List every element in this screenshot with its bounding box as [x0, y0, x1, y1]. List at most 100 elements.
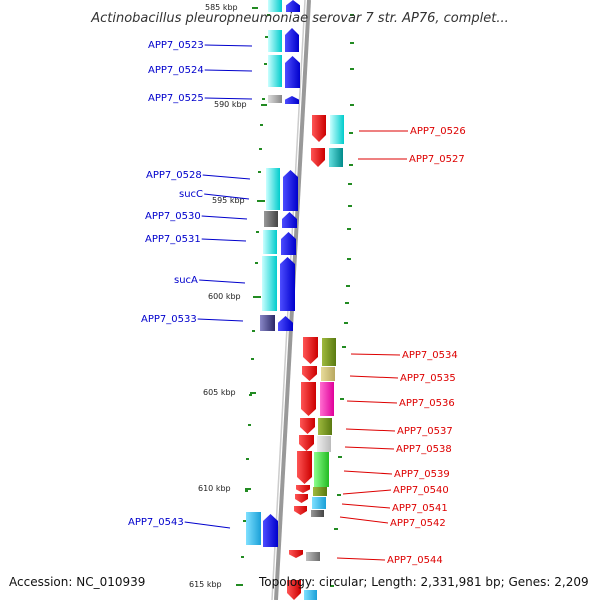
forward-gene-block[interactable]	[260, 315, 275, 331]
tick-mark	[350, 68, 354, 70]
forward-gene-block[interactable]	[262, 256, 277, 311]
reverse-gene-block[interactable]	[322, 338, 336, 366]
gene-label-forward[interactable]: APP7_0543	[128, 517, 184, 528]
gene-label-reverse[interactable]: APP7_0539	[394, 469, 450, 480]
ruler-label: 605 kbp	[203, 388, 236, 397]
gene-label-forward[interactable]: sucA	[174, 275, 198, 286]
reverse-gene-arrow[interactable]	[311, 148, 325, 167]
forward-gene-arrow[interactable]	[285, 28, 299, 52]
forward-gene-block[interactable]	[268, 30, 282, 52]
gene-label-reverse[interactable]: APP7_0541	[392, 503, 448, 514]
reverse-gene-block[interactable]	[314, 452, 329, 487]
tick-marks	[240, 14, 354, 587]
reverse-gene-arrow[interactable]	[287, 580, 301, 600]
reverse-gene-arrow[interactable]	[302, 366, 317, 381]
label-leader-line	[346, 400, 398, 404]
forward-gene-block[interactable]	[246, 512, 261, 545]
reverse-gene-block[interactable]	[317, 436, 331, 452]
tick-mark	[265, 36, 268, 38]
forward-gene-block[interactable]	[264, 211, 278, 227]
tick-mark	[259, 148, 262, 150]
tick-mark	[241, 556, 244, 558]
tick-mark	[267, 14, 270, 16]
tick-mark	[249, 394, 252, 396]
gene-label-reverse[interactable]: APP7_0527	[409, 154, 465, 165]
forward-gene-arrow[interactable]	[283, 170, 298, 211]
ruler-tick	[250, 392, 256, 394]
tick-mark	[349, 164, 353, 166]
label-leader-line	[344, 446, 395, 450]
forward-gene-arrow[interactable]	[282, 212, 297, 228]
ruler-label: 610 kbp	[198, 484, 231, 493]
forward-gene-block[interactable]	[263, 230, 277, 254]
label-leader-line	[345, 428, 396, 432]
gene-label-forward[interactable]: APP7_0524	[148, 65, 204, 76]
ruler-label: 615 kbp	[189, 580, 222, 589]
reverse-gene-block[interactable]	[311, 510, 324, 517]
gene-label-reverse[interactable]: APP7_0526	[410, 126, 466, 137]
label-leader-line	[204, 44, 253, 47]
forward-gene-block[interactable]	[266, 168, 280, 210]
forward-gene-block[interactable]	[268, 55, 282, 87]
label-leader-line	[204, 69, 253, 72]
gene-label-reverse[interactable]: APP7_0534	[402, 350, 458, 361]
gene-label-reverse[interactable]: APP7_0544	[387, 555, 443, 566]
reverse-gene-block[interactable]	[306, 552, 320, 561]
forward-gene-arrow[interactable]	[263, 514, 278, 547]
ruler-tick	[259, 200, 265, 202]
reverse-gene-arrow[interactable]	[303, 337, 318, 364]
gene-label-reverse[interactable]: APP7_0535	[400, 373, 456, 384]
label-leader-line	[197, 318, 244, 322]
reverse-gene-arrow[interactable]	[301, 382, 316, 416]
gene-label-reverse[interactable]: APP7_0538	[396, 444, 452, 455]
forward-gene-arrow[interactable]	[281, 232, 296, 255]
gene-label-forward[interactable]: APP7_0523	[148, 40, 204, 51]
tick-mark	[344, 322, 348, 324]
reverse-gene-block[interactable]	[321, 367, 335, 381]
forward-gene-block[interactable]	[268, 95, 282, 103]
reverse-gene-arrow[interactable]	[295, 494, 308, 503]
reverse-gene-block[interactable]	[304, 590, 317, 600]
tick-mark	[257, 200, 260, 202]
reverse-gene-block[interactable]	[318, 418, 332, 435]
reverse-gene-arrow[interactable]	[299, 435, 314, 451]
reverse-gene-arrow[interactable]	[296, 485, 310, 493]
gene-label-forward[interactable]: APP7_0533	[141, 314, 197, 325]
tick-mark	[256, 231, 259, 233]
forward-gene-block[interactable]	[268, 0, 282, 12]
forward-gene-arrow[interactable]	[280, 257, 295, 311]
forward-gene-arrow[interactable]	[286, 0, 300, 12]
ruler-label: 600 kbp	[208, 292, 241, 301]
tick-mark	[348, 205, 352, 207]
gene-label-reverse[interactable]: APP7_0540	[393, 485, 449, 496]
gene-label-reverse[interactable]: APP7_0537	[397, 426, 453, 437]
reverse-gene-block[interactable]	[329, 148, 343, 167]
reverse-gene-arrow[interactable]	[300, 418, 315, 434]
gene-label-reverse[interactable]: APP7_0536	[399, 398, 455, 409]
gene-label-forward[interactable]: sucC	[179, 189, 203, 200]
forward-gene-arrow[interactable]	[285, 56, 300, 88]
gene-label-forward[interactable]: APP7_0525	[148, 93, 204, 104]
gene-label-forward[interactable]: APP7_0530	[145, 211, 201, 222]
forward-gene-arrow[interactable]	[278, 316, 293, 331]
forward-gene-arrow[interactable]	[285, 96, 299, 104]
reverse-gene-block[interactable]	[313, 487, 327, 496]
tick-mark	[342, 346, 346, 348]
label-leader-line	[201, 238, 247, 242]
label-leader-line	[342, 489, 392, 495]
tick-mark	[243, 520, 246, 522]
tick-mark	[350, 42, 354, 44]
gene-label-reverse[interactable]: APP7_0542	[390, 518, 446, 529]
reverse-gene-block[interactable]	[320, 382, 334, 416]
reverse-gene-arrow[interactable]	[289, 550, 303, 558]
reverse-gene-block[interactable]	[330, 115, 344, 144]
reverse-gene-arrow[interactable]	[297, 451, 312, 484]
gene-label-forward[interactable]: APP7_0531	[145, 234, 201, 245]
reverse-gene-block[interactable]	[312, 497, 326, 509]
tick-mark	[350, 14, 354, 16]
reverse-gene-arrow[interactable]	[312, 115, 326, 142]
gene-label-forward[interactable]: APP7_0528	[146, 170, 202, 181]
reverse-gene-arrow[interactable]	[294, 506, 307, 515]
